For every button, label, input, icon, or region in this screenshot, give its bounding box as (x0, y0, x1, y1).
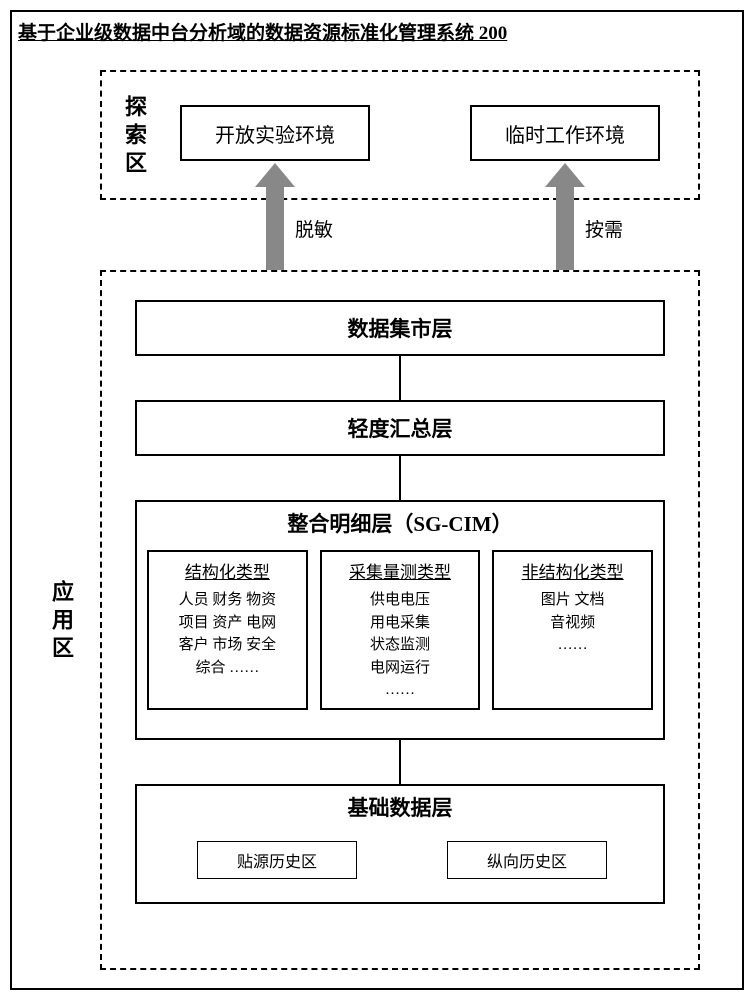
connector-1-2 (399, 356, 401, 400)
layer1-text: 数据集市层 (348, 313, 453, 343)
arrow-left (266, 185, 284, 270)
col-structured: 结构化类型 人员 财务 物资 项目 资产 电网 客户 市场 安全 综合 …… (147, 550, 308, 710)
col2-title: 采集量测类型 (326, 558, 475, 583)
col1-content: 人员 财务 物资 项目 资产 电网 客户 市场 安全 综合 …… (153, 589, 302, 679)
explore-box1-text: 开放实验环境 (215, 119, 335, 148)
connector-2-3 (399, 456, 401, 500)
main-title: 基于企业级数据中台分析域的数据资源标准化管理系统 200 (18, 18, 507, 45)
col1-title: 结构化类型 (153, 558, 302, 583)
arrow-right-label: 按需 (585, 215, 623, 242)
layer3-title: 整合明细层（SG-CIM） (137, 508, 663, 538)
explore-label: 探索区 (118, 95, 150, 179)
explore-box-temp-work: 临时工作环境 (470, 105, 660, 161)
col3-title: 非结构化类型 (498, 558, 647, 583)
layer4-title: 基础数据层 (137, 792, 663, 822)
col-unstructured: 非结构化类型 图片 文档 音视频 …… (492, 550, 653, 710)
arrow-right (556, 185, 574, 270)
layer2-text: 轻度汇总层 (348, 413, 453, 443)
layer-data-mart: 数据集市层 (135, 300, 665, 356)
arrow-left-label: 脱敏 (295, 215, 333, 242)
col-collection: 采集量测类型 供电电压 用电采集 状态监测 电网运行 …… (320, 550, 481, 710)
layer-base-data: 基础数据层 贴源历史区 纵向历史区 (135, 784, 665, 904)
app-label: 应用区 (45, 580, 77, 664)
connector-3-4 (399, 740, 401, 784)
layer-light-summary: 轻度汇总层 (135, 400, 665, 456)
base-box-vertical-history: 纵向历史区 (447, 841, 607, 879)
col3-content: 图片 文档 音视频 …… (498, 589, 647, 657)
explore-box-open-lab: 开放实验环境 (180, 105, 370, 161)
explore-box2-text: 临时工作环境 (505, 119, 625, 148)
base-box-source-history: 贴源历史区 (197, 841, 357, 879)
col2-content: 供电电压 用电采集 状态监测 电网运行 …… (326, 589, 475, 702)
layer-integration-detail: 整合明细层（SG-CIM） 结构化类型 人员 财务 物资 项目 资产 电网 客户… (135, 500, 665, 740)
